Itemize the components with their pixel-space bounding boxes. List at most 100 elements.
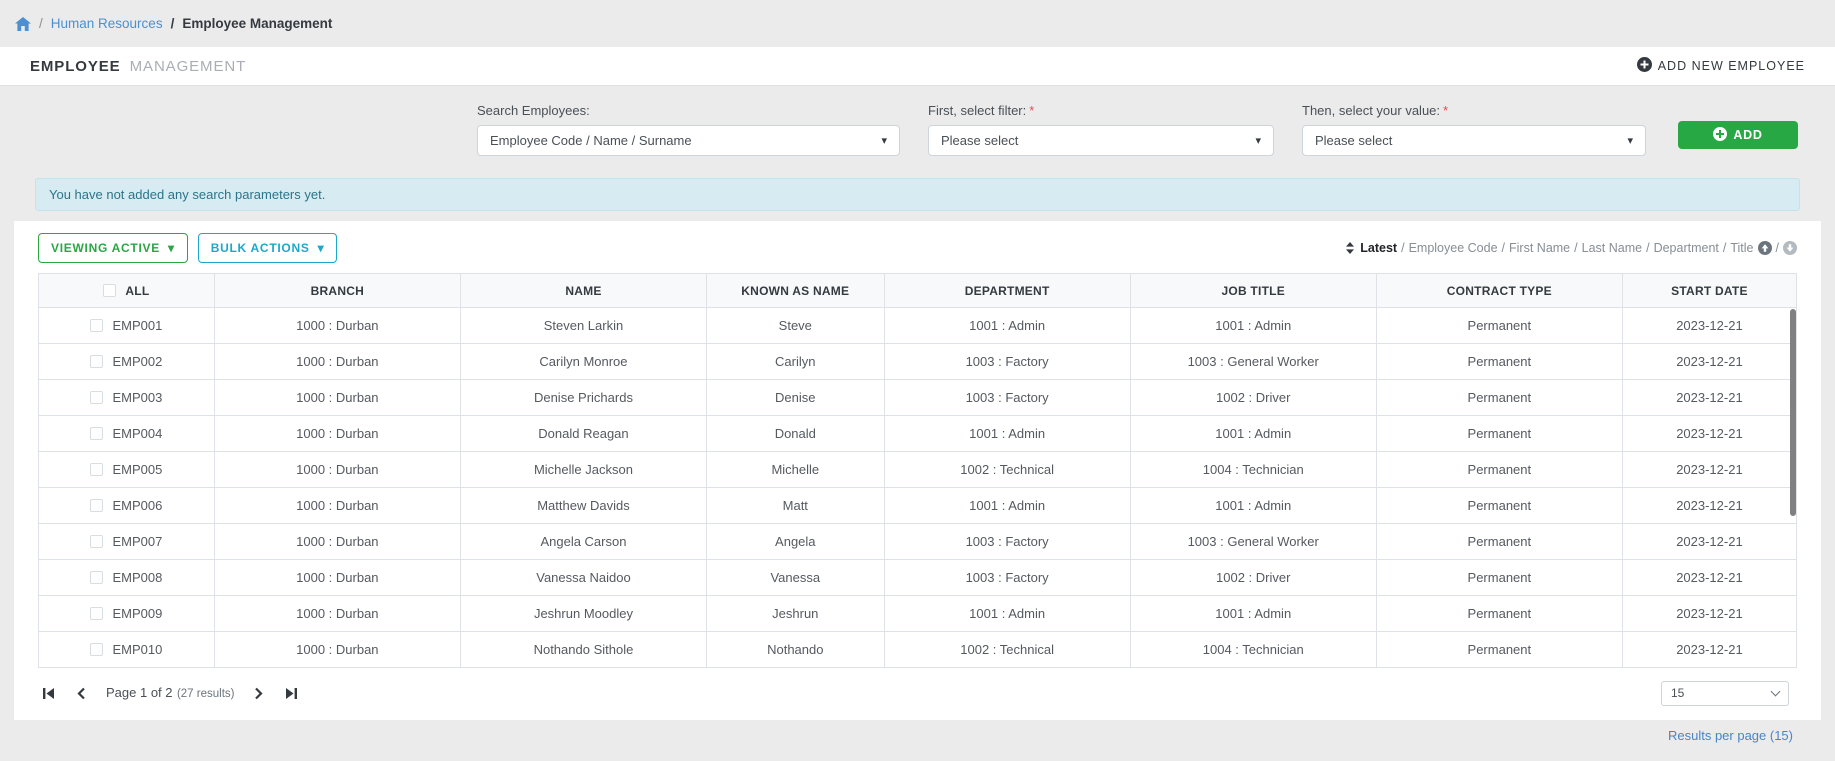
job-title-cell: 1001 : Admin <box>1129 415 1377 452</box>
breadcrumb-human-resources[interactable]: Human Resources <box>50 16 163 31</box>
results-per-page-select[interactable]: 15 <box>1661 680 1789 706</box>
row-checkbox[interactable] <box>90 571 104 584</box>
department-cell: 1001 : Admin <box>883 595 1131 632</box>
sort-option-employee-code[interactable]: Employee Code <box>1408 241 1498 255</box>
row-checkbox[interactable] <box>90 319 104 332</box>
branch-cell: 1000 : Durban <box>213 415 461 452</box>
job-title-cell: 1004 : Technician <box>1129 451 1377 488</box>
department-cell: 1002 : Technical <box>883 631 1131 668</box>
table-toolbar: VIEWING ACTIVE ▾ BULK ACTIONS ▾ Latest /… <box>28 233 1807 263</box>
page-indicator: Page 1 of 2 <box>106 685 173 700</box>
select-value-value: Please select <box>1315 133 1393 148</box>
employee-table: ALL BRANCH NAME KNOWN AS NAME DEPARTMENT… <box>38 273 1798 668</box>
row-checkbox[interactable] <box>90 355 104 368</box>
add-filter-label: ADD <box>1733 128 1763 142</box>
sort-option-last-name[interactable]: Last Name <box>1581 241 1643 255</box>
employee-code: EMP003 <box>112 390 163 405</box>
sort-separator: / <box>1501 241 1506 255</box>
sort-descending-icon[interactable] <box>1783 241 1797 255</box>
select-filter-dropdown[interactable]: Please select ▾ <box>928 125 1274 156</box>
required-asterisk: * <box>1029 103 1035 118</box>
department-cell: 1003 : Factory <box>883 343 1131 380</box>
breadcrumb-separator: / <box>39 16 43 31</box>
sort-option-department[interactable]: Department <box>1653 241 1719 255</box>
results-per-page-link[interactable]: Results per page (15) <box>1667 728 1793 743</box>
next-page-button[interactable] <box>250 685 267 702</box>
start-date-cell: 2023-12-21 <box>1621 487 1798 524</box>
department-cell: 1002 : Technical <box>883 451 1131 488</box>
select-filter-value: Please select <box>941 133 1019 148</box>
table-header-row: ALL BRANCH NAME KNOWN AS NAME DEPARTMENT… <box>38 273 1798 308</box>
results-per-page-value: 15 <box>1671 686 1685 700</box>
table-row[interactable]: EMP001 1000 : Durban Steven Larkin Steve… <box>38 307 1798 344</box>
contract-type-cell: Permanent <box>1375 379 1623 416</box>
start-date-cell: 2023-12-21 <box>1621 451 1798 488</box>
first-page-button[interactable] <box>40 685 57 702</box>
table-row[interactable]: EMP002 1000 : Durban Carilyn Monroe Cari… <box>38 343 1798 380</box>
branch-cell: 1000 : Durban <box>213 307 461 344</box>
table-row[interactable]: EMP008 1000 : Durban Vanessa Naidoo Vane… <box>38 559 1798 596</box>
sort-separator: / <box>1401 241 1405 255</box>
row-checkbox[interactable] <box>90 607 104 620</box>
home-icon[interactable] <box>15 16 31 31</box>
last-page-button[interactable] <box>283 685 300 702</box>
table-row[interactable]: EMP007 1000 : Durban Angela Carson Angel… <box>38 523 1798 560</box>
row-checkbox[interactable] <box>90 535 104 548</box>
table-row[interactable]: EMP003 1000 : Durban Denise Prichards De… <box>38 379 1798 416</box>
known-as-cell: Matt <box>706 487 885 524</box>
column-header-all-label: ALL <box>125 283 150 298</box>
branch-cell: 1000 : Durban <box>213 379 461 416</box>
previous-page-button[interactable] <box>73 685 90 702</box>
employee-code: EMP006 <box>112 498 163 513</box>
table-row[interactable]: EMP010 1000 : Durban Nothando Sithole No… <box>38 631 1798 668</box>
sort-ascending-icon[interactable] <box>1757 241 1772 255</box>
table-scrollbar-thumb[interactable] <box>1790 309 1796 516</box>
add-new-employee-label: ADD NEW EMPLOYEE <box>1657 59 1805 73</box>
add-filter-button[interactable]: ADD <box>1678 121 1798 149</box>
bulk-actions-button[interactable]: BULK ACTIONS ▾ <box>197 233 338 263</box>
column-header-name: NAME <box>459 273 708 308</box>
start-date-cell: 2023-12-21 <box>1621 415 1798 452</box>
table-row[interactable]: EMP004 1000 : Durban Donald Reagan Donal… <box>38 415 1798 452</box>
table-row[interactable]: EMP005 1000 : Durban Michelle Jackson Mi… <box>38 451 1798 488</box>
row-checkbox[interactable] <box>90 427 104 440</box>
known-as-cell: Vanessa <box>706 559 885 596</box>
column-header-contract-type: CONTRACT TYPE <box>1375 273 1623 308</box>
sort-option-title[interactable]: Title <box>1730 241 1754 255</box>
department-cell: 1003 : Factory <box>883 523 1131 560</box>
table-body: EMP001 1000 : Durban Steven Larkin Steve… <box>38 307 1798 668</box>
sort-option-latest[interactable]: Latest <box>1360 241 1398 255</box>
caret-down-icon: ▾ <box>167 241 175 255</box>
employee-code-cell: EMP010 <box>38 631 215 668</box>
contract-type-cell: Permanent <box>1375 343 1623 380</box>
name-cell: Nothando Sithole <box>459 631 708 668</box>
table-row[interactable]: EMP009 1000 : Durban Jeshrun Moodley Jes… <box>38 595 1798 632</box>
job-title-cell: 1004 : Technician <box>1129 631 1377 668</box>
sort-separator: / <box>1574 241 1578 255</box>
name-cell: Matthew Davids <box>459 487 708 524</box>
row-checkbox[interactable] <box>90 643 104 656</box>
job-title-cell: 1003 : General Worker <box>1129 343 1377 380</box>
sort-option-first-name[interactable]: First Name <box>1509 241 1571 255</box>
select-all-checkbox[interactable] <box>103 284 117 297</box>
table-row[interactable]: EMP006 1000 : Durban Matthew Davids Matt… <box>38 487 1798 524</box>
column-header-department: DEPARTMENT <box>883 273 1131 308</box>
breadcrumb-current: Employee Management <box>182 16 333 31</box>
sort-separator: / <box>1646 241 1650 255</box>
search-employees-dropdown[interactable]: Employee Code / Name / Surname ▾ <box>477 125 900 156</box>
banner-text: You have not added any search parameters… <box>49 187 326 202</box>
add-new-employee-button[interactable]: ADD NEW EMPLOYEE <box>1636 57 1805 75</box>
known-as-cell: Jeshrun <box>706 595 885 632</box>
sort-separator: / <box>1775 241 1779 255</box>
row-checkbox[interactable] <box>90 499 104 512</box>
caret-down-icon: ▾ <box>1627 135 1633 147</box>
sort-arrows-icon <box>1344 242 1356 254</box>
select-value-dropdown[interactable]: Please select ▾ <box>1302 125 1646 156</box>
start-date-cell: 2023-12-21 <box>1621 307 1798 344</box>
search-employees-label: Search Employees: <box>477 103 590 118</box>
employee-code: EMP004 <box>112 426 163 441</box>
column-header-branch: BRANCH <box>213 273 461 308</box>
row-checkbox[interactable] <box>90 391 104 404</box>
viewing-active-button[interactable]: VIEWING ACTIVE ▾ <box>38 233 188 263</box>
row-checkbox[interactable] <box>90 463 104 476</box>
